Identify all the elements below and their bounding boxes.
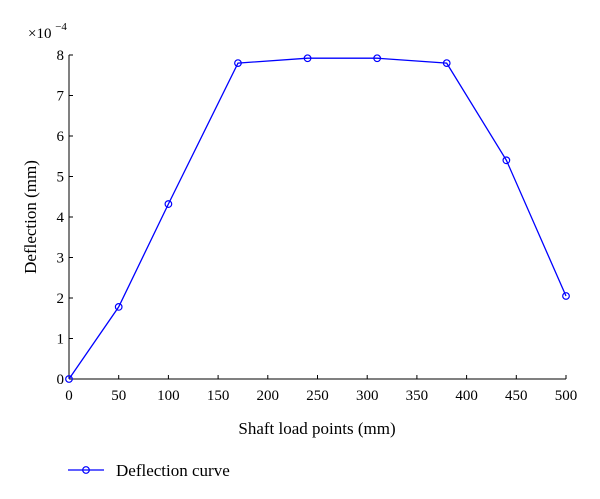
- legend: Deflection curve: [68, 461, 230, 480]
- x-tick-label: 400: [455, 388, 478, 404]
- x-axis-ticks: 0 50 100 150 200 250 300 350 400 450 500: [65, 375, 577, 404]
- data-point: [65, 375, 73, 383]
- x-axis-title: Shaft load points (mm): [238, 419, 395, 438]
- data-point: [442, 59, 451, 67]
- x-tick-label: 50: [111, 388, 126, 404]
- series-line: [68, 57, 567, 380]
- y-scale-exponent: −4: [55, 21, 67, 33]
- series-layer: [65, 54, 570, 383]
- legend-label: Deflection curve: [116, 461, 230, 480]
- y-tick-label: 2: [57, 291, 65, 307]
- y-scale-label: ×10 −4: [28, 21, 67, 42]
- y-tick-label: 7: [57, 89, 65, 105]
- axes: [68, 55, 566, 380]
- y-axis-title: Deflection (mm): [21, 160, 40, 274]
- y-tick-label: 5: [57, 170, 65, 186]
- y-scale-base: ×10: [28, 26, 51, 42]
- x-tick-label: 500: [555, 388, 578, 404]
- data-point: [373, 54, 382, 63]
- x-tick-label: 0: [65, 388, 73, 404]
- x-tick-label: 150: [207, 388, 230, 404]
- data-point: [164, 200, 173, 208]
- x-tick-label: 350: [406, 388, 429, 404]
- y-tick-label: 1: [57, 332, 65, 348]
- y-axis-ticks: 0 1 2 3 4 5 6 7 8: [57, 48, 73, 388]
- x-tick-label: 300: [356, 388, 379, 404]
- data-point: [234, 59, 242, 67]
- y-tick-label: 3: [57, 251, 65, 267]
- data-point: [114, 303, 123, 311]
- data-point: [502, 156, 511, 165]
- y-tick-label: 4: [57, 210, 65, 226]
- x-tick-label: 250: [306, 388, 329, 404]
- x-tick-label: 450: [505, 388, 528, 404]
- data-point: [562, 292, 570, 300]
- x-tick-label: 100: [157, 388, 180, 404]
- y-tick-label: 6: [57, 129, 65, 145]
- y-tick-label: 8: [57, 48, 65, 64]
- data-point: [303, 54, 312, 63]
- x-tick-label: 200: [257, 388, 280, 404]
- legend-marker: [82, 466, 90, 474]
- y-tick-label: 0: [57, 372, 65, 388]
